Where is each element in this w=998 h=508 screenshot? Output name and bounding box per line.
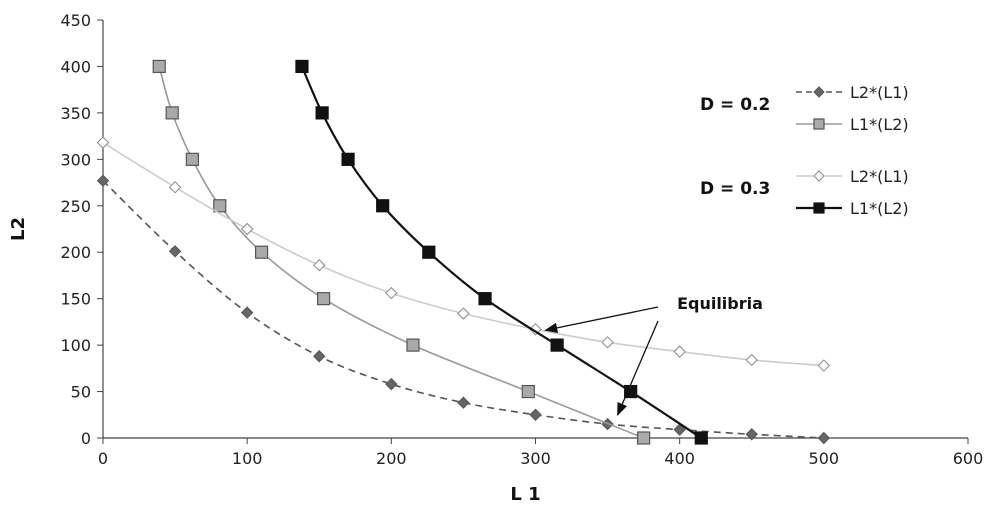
data-point xyxy=(295,59,309,74)
data-point xyxy=(315,106,329,120)
annotation-arrow xyxy=(617,320,659,416)
y-tick-label: 300 xyxy=(60,150,91,169)
data-point xyxy=(385,377,398,391)
legend-entry: L1*(L2) xyxy=(796,115,909,134)
series-1 xyxy=(152,59,651,445)
series-2 xyxy=(96,136,831,372)
data-point xyxy=(313,350,326,363)
series-layer xyxy=(96,59,831,445)
x-tick-label: 200 xyxy=(376,449,407,468)
legend-marker xyxy=(813,118,825,130)
y-tick-label: 50 xyxy=(71,383,91,402)
legend-marker xyxy=(813,202,825,214)
x-tick-label: 100 xyxy=(232,449,263,468)
data-point xyxy=(550,338,564,352)
data-point xyxy=(376,199,390,213)
legend-marker xyxy=(813,86,825,98)
data-point xyxy=(745,353,758,367)
data-point xyxy=(213,199,227,213)
data-point xyxy=(240,306,254,319)
data-point xyxy=(601,336,614,349)
legend: D = 0.2 D = 0.3 L2*(L1) L1*(L2) L2*(L1) L1*(L… xyxy=(700,83,909,218)
series-line-1 xyxy=(158,66,644,439)
legend-group-label: D = 0.2 xyxy=(700,95,770,115)
data-point xyxy=(694,431,708,445)
y-tick-label: 450 xyxy=(60,11,91,30)
annotation-text: Equilibria xyxy=(677,294,763,313)
axes: 0 100 200 300 400 500 600 0 50 100 150 200 250 300 350… xyxy=(8,11,983,505)
data-point xyxy=(457,307,470,320)
legend-entry: L1*(L2) xyxy=(796,199,909,218)
data-point xyxy=(165,106,179,120)
legend-marker xyxy=(813,170,825,182)
legend-entry: L2*(L1) xyxy=(796,167,909,186)
data-point xyxy=(168,180,182,194)
y-axis-title: L2 xyxy=(8,217,29,241)
y-tick-label: 250 xyxy=(60,197,91,216)
data-point xyxy=(168,245,182,258)
data-point xyxy=(817,431,831,445)
data-point xyxy=(457,396,470,409)
x-axis-title: L 1 xyxy=(510,484,540,505)
x-tick-label: 600 xyxy=(953,449,984,468)
data-point xyxy=(745,428,758,441)
data-point xyxy=(185,152,199,166)
data-point xyxy=(341,152,355,166)
y-tick-label: 0 xyxy=(81,429,91,448)
y-tick-label: 400 xyxy=(60,57,91,76)
data-point xyxy=(422,245,436,259)
y-tick-label: 350 xyxy=(60,104,91,123)
data-point xyxy=(254,245,269,259)
annotations: Equilibria xyxy=(544,294,763,416)
legend-label: L1*(L2) xyxy=(850,199,909,218)
series-3 xyxy=(295,59,708,445)
data-point xyxy=(529,408,542,421)
x-tick-label: 500 xyxy=(809,449,840,468)
data-point xyxy=(96,136,110,149)
data-point xyxy=(521,384,535,399)
data-point xyxy=(96,174,110,187)
data-point xyxy=(817,359,831,372)
y-tick-label: 200 xyxy=(60,243,91,262)
data-point xyxy=(406,338,420,352)
x-tick-label: 300 xyxy=(520,449,551,468)
y-tick-label: 100 xyxy=(60,336,91,355)
data-point xyxy=(240,222,254,236)
legend-label: L1*(L2) xyxy=(850,115,909,134)
data-point xyxy=(637,431,651,445)
legend-label: L2*(L1) xyxy=(850,167,909,186)
x-tick-label: 0 xyxy=(98,449,108,468)
legend-group-label: D = 0.3 xyxy=(700,179,770,199)
series-line-2 xyxy=(102,141,824,367)
y-tick-label: 150 xyxy=(60,290,91,309)
data-point xyxy=(478,292,492,306)
data-point xyxy=(673,345,686,358)
legend-label: L2*(L1) xyxy=(850,83,909,102)
data-point xyxy=(385,286,398,300)
data-point xyxy=(673,423,686,436)
data-point xyxy=(152,59,166,74)
x-tick-label: 400 xyxy=(664,449,695,468)
series-line-0 xyxy=(102,180,824,439)
data-point xyxy=(313,259,326,272)
annotation-arrow xyxy=(544,306,659,333)
legend-entry: L2*(L1) xyxy=(796,83,909,102)
series-line-3 xyxy=(300,66,702,439)
data-point xyxy=(316,292,331,306)
